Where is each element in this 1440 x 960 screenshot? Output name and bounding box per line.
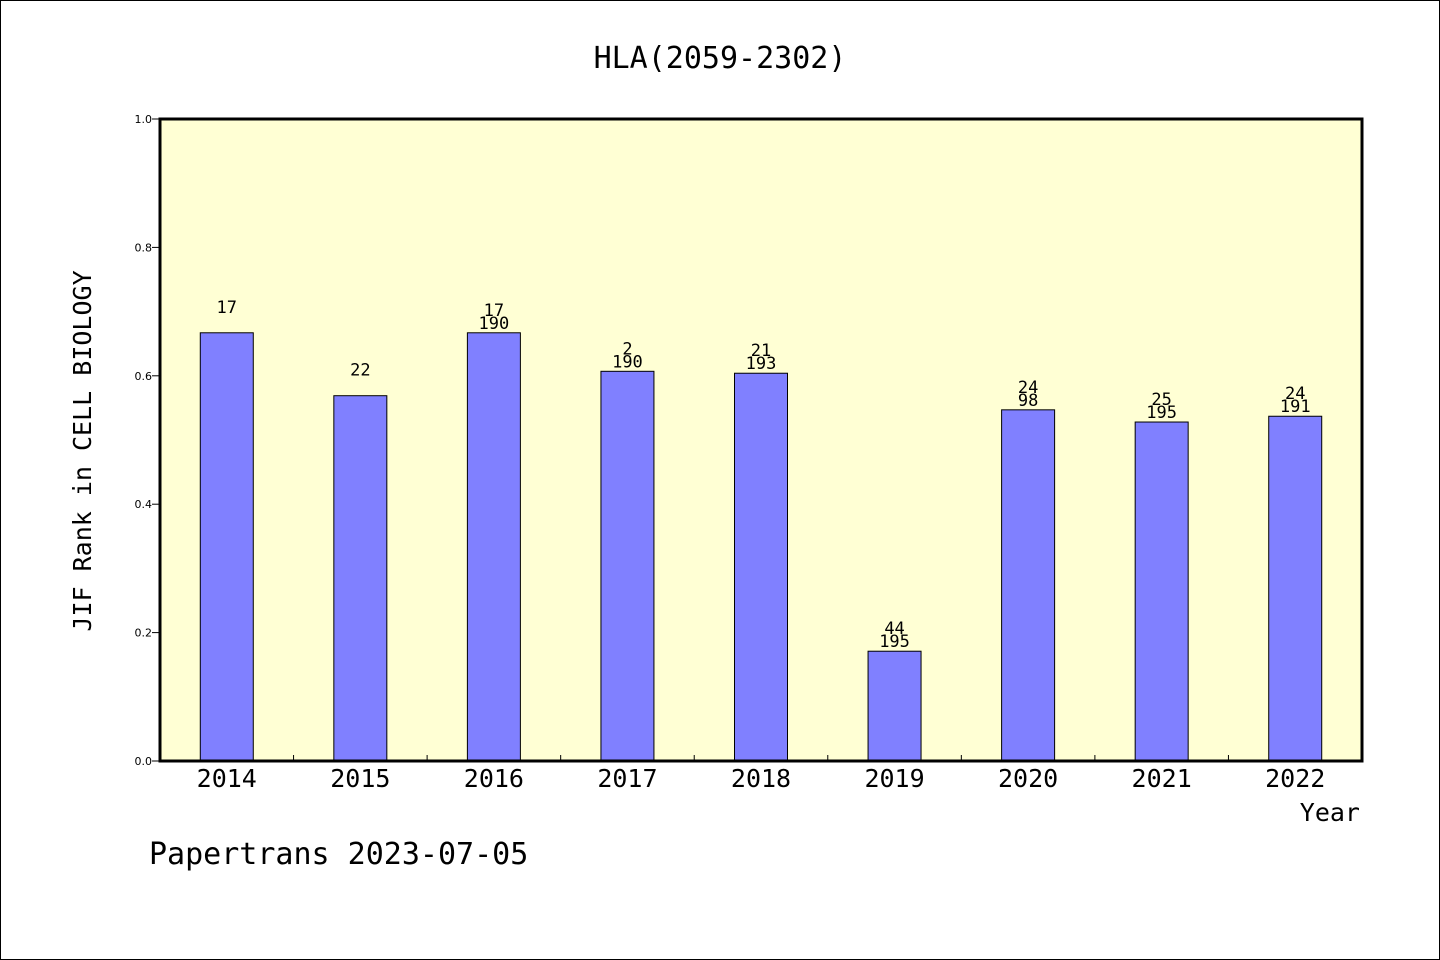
data-label-rank: 24 [1285,384,1305,404]
y-axis-label: JIF Rank in CELL BIOLOGY [68,270,97,631]
bar-2020 [1001,409,1056,762]
data-label-total: 193 [746,354,777,374]
data-label-rank: 21 [751,341,771,361]
y-tick-label: 0.8 [135,241,153,254]
data-label-total: 195 [1146,403,1177,423]
bars [199,332,1323,762]
bar-2019 [867,650,922,762]
bar-2017 [600,370,655,762]
data-label-rank: 24 [1018,378,1038,398]
x-tick-label: 2015 [330,764,390,793]
y-tick-label: 0.6 [135,370,153,383]
x-axis-label: Year [1300,798,1360,827]
data-label-total: 190 [479,314,510,334]
data-label-total: 191 [1280,397,1311,417]
x-tick-label: 2022 [1265,764,1325,793]
data-label-rank: 17 [484,301,504,321]
x-tick-label: 2019 [864,764,924,793]
y-tick-label: 1.0 [135,113,153,126]
y-axis: 0.0 0.2 0.4 0.6 0.8 1.0 [135,113,160,768]
data-label-total: 195 [879,632,910,652]
x-tick-label: 2016 [464,764,524,793]
y-tick-label: 0.2 [135,627,153,640]
x-tick-label: 2018 [731,764,791,793]
data-label-rank: 17 [217,298,237,318]
bar-2015 [333,395,388,762]
bar-2014 [199,332,254,762]
data-label-total: 98 [1018,391,1038,411]
bar-2022 [1268,415,1323,762]
footer-text: Papertrans 2023-07-05 [149,837,528,872]
bar-2018 [734,372,788,762]
x-tick-label: 2017 [597,764,657,793]
data-label-rank: 44 [884,619,904,639]
data-label-rank: 25 [1151,390,1171,410]
data-label-rank: 2 [622,339,632,359]
x-tick-label: 2021 [1132,764,1192,793]
chart-title: HLA(2059-2302) [594,41,847,76]
data-label-total: 190 [612,352,643,372]
bar-2016 [466,332,521,762]
data-label-rank: 22 [350,361,370,381]
x-axis: 2014 2015 2016 2017 2018 2019 2020 2021 2022 [197,755,1325,793]
x-tick-label: 2014 [197,764,257,793]
y-tick-label: 0.4 [135,498,153,511]
plot-area [158,117,1364,763]
bar-2021 [1134,421,1189,762]
x-tick-label: 2020 [998,764,1058,793]
y-tick-label: 0.0 [135,755,153,768]
